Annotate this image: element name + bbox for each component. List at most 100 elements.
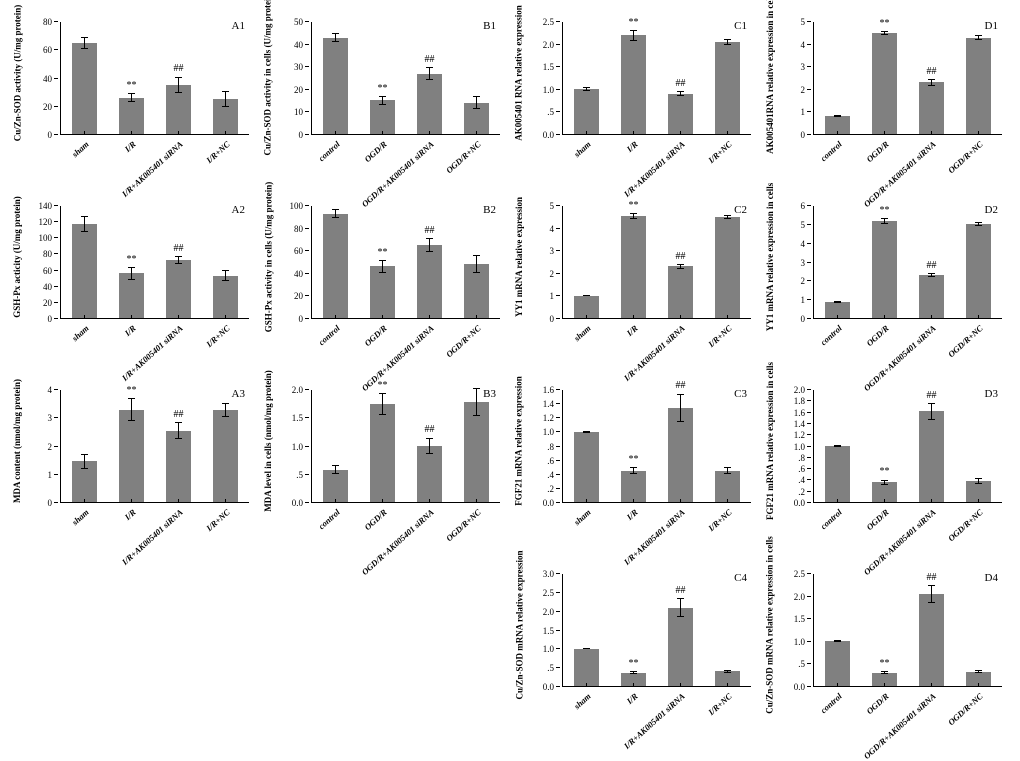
y-tick-label: 4 (550, 224, 555, 234)
x-tick-label: sham (572, 691, 593, 711)
bar (621, 216, 647, 318)
x-tick-label: sham (572, 139, 593, 159)
plot-area: **## (562, 574, 751, 687)
y-tick-label: 80 (294, 224, 303, 234)
y-tick-label: 40 (43, 74, 52, 84)
y-tick-label: 60 (294, 246, 303, 256)
y-tick-label: 1.4 (794, 419, 805, 429)
panel-label: D2 (985, 204, 998, 216)
bar (715, 42, 741, 134)
x-tick-label: I/R+NC (707, 139, 734, 165)
plot-area: **## (813, 22, 1002, 135)
x-tick-label: OGD/R+NC (946, 139, 985, 175)
y-tick-label: 0.0 (543, 498, 554, 508)
y-tick-label: .6 (547, 456, 554, 466)
plot-area: **## (813, 390, 1002, 503)
y-tick-label: 0 (299, 314, 304, 324)
x-tick-label: I/R+NC (205, 139, 232, 165)
bar (621, 35, 647, 134)
y-axis-title: YY1 mRNA relative expression (514, 197, 524, 317)
bar (166, 260, 192, 318)
x-tick-label: control (818, 507, 843, 531)
x-tick-label: control (316, 139, 341, 163)
y-axis-title: GSH-Px acticity (U/mg protein) (12, 196, 22, 318)
y-tick-label: 1.5 (794, 614, 805, 624)
panel-D1: AK005401RNA relative expression in cells… (763, 10, 1010, 190)
panel-C2: YY1 mRNA relative expression012345**##sh… (512, 194, 759, 374)
y-axis-title: MDA level in cells (nmol/mg protein) (263, 370, 273, 512)
significance-marker: ** (629, 200, 639, 211)
y-axis-title: Cu/Zn-SOD activity (U/mg protein) (12, 4, 22, 141)
plot-area: **## (60, 22, 249, 135)
y-axis-title: AK005401RNA relative expression in cells (765, 0, 775, 153)
panel-A2: GSH-Px acticity (U/mg protein)0204060801… (10, 194, 257, 374)
y-tick-label: 1.0 (292, 442, 303, 452)
bar (919, 411, 945, 502)
bar (417, 74, 443, 134)
y-tick-label: 2 (48, 442, 53, 452)
y-tick-label: 4 (801, 239, 806, 249)
x-tick-label: control (818, 139, 843, 163)
x-tick-label: I/R (122, 139, 137, 154)
significance-marker: ## (676, 78, 686, 89)
bar (370, 266, 396, 318)
y-axis-title: AK005401 RNA relative expression (514, 5, 524, 140)
bar (825, 446, 851, 502)
y-tick-label: 20 (43, 298, 52, 308)
panel-label: D1 (985, 20, 998, 32)
y-tick-label: 1.0 (794, 637, 805, 647)
bar (919, 82, 945, 134)
bar (72, 43, 98, 134)
y-tick-label: 40 (43, 282, 52, 292)
plot-area: **## (562, 22, 751, 135)
significance-marker: ** (880, 658, 890, 669)
x-tick-label: I/R+NC (707, 323, 734, 349)
bar (72, 224, 98, 318)
significance-marker: ** (127, 385, 137, 396)
y-tick-label: 0.0 (794, 498, 805, 508)
y-tick-label: 40 (294, 269, 303, 279)
y-tick-label: .5 (547, 107, 554, 117)
y-tick-label: 30 (294, 62, 303, 72)
significance-marker: ** (378, 380, 388, 391)
x-tick-label: sham (70, 507, 91, 527)
y-tick-label: 1 (801, 107, 806, 117)
y-tick-label: 140 (39, 201, 53, 211)
y-tick-label: 3 (48, 413, 53, 423)
panel-B1: Cu/Zn-SOD activity in cells (U/mg protei… (261, 10, 508, 190)
bar (323, 214, 349, 318)
y-tick-label: 20 (43, 102, 52, 112)
significance-marker: ** (880, 205, 890, 216)
bar (621, 471, 647, 503)
y-tick-label: .5 (296, 470, 303, 480)
plot-area: **## (813, 206, 1002, 319)
y-axis-title: Cu/Zn-SOD activity in cells (U/mg protei… (263, 0, 273, 155)
y-tick-label: 1 (550, 291, 555, 301)
panel-B2: GSH-Px activity in cells (U/mg protein)0… (261, 194, 508, 374)
bar (370, 100, 396, 134)
significance-marker: ** (880, 18, 890, 29)
bar (574, 432, 600, 502)
y-axis-title: MDA content (nmol/mg protein) (12, 378, 22, 502)
y-tick-label: 60 (43, 45, 52, 55)
y-tick-label: 50 (294, 17, 303, 27)
panel-label: C3 (734, 388, 747, 400)
panel-D2: YY1 mRNA relative expression in cells012… (763, 194, 1010, 374)
y-tick-label: 1.0 (543, 644, 554, 654)
y-tick-label: 20 (294, 85, 303, 95)
x-tick-label: OGD/R (362, 323, 388, 348)
significance-marker: ** (378, 247, 388, 258)
y-tick-label: 1.0 (543, 427, 554, 437)
panel-D4: Cu/Zn-SOD mRNA relative expression in ce… (763, 562, 1010, 742)
x-tick-label: control (316, 507, 341, 531)
x-tick-label: OGD/R+NC (946, 691, 985, 727)
bar (919, 594, 945, 686)
y-tick-label: 2.0 (292, 385, 303, 395)
y-tick-label: 2 (801, 276, 806, 286)
x-tick-label: sham (70, 139, 91, 159)
panel-label: D3 (985, 388, 998, 400)
x-tick-label: OGD/R+NC (946, 323, 985, 359)
panel-label: C1 (734, 20, 747, 32)
bar (464, 402, 490, 502)
y-tick-label: .8 (798, 453, 805, 463)
